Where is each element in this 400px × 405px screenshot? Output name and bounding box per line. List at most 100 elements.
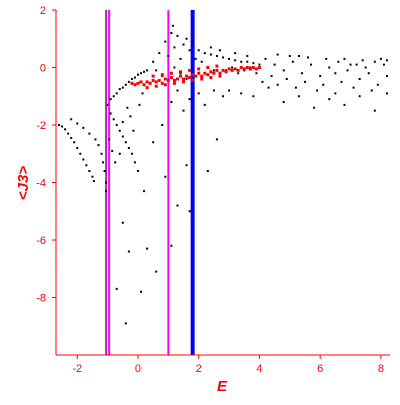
data-point	[176, 89, 179, 92]
y-tick-label: 0	[40, 63, 46, 75]
data-point	[237, 72, 240, 75]
data-point	[143, 190, 146, 193]
data-point	[203, 103, 206, 106]
data-point	[325, 57, 328, 60]
data-point	[154, 80, 158, 84]
data-point	[155, 270, 158, 273]
data-point	[224, 70, 228, 74]
data-point	[118, 88, 121, 91]
data-point	[358, 95, 361, 98]
data-point	[133, 161, 136, 164]
data-point	[140, 72, 143, 75]
data-point	[218, 49, 221, 52]
data-point	[130, 152, 133, 155]
data-point	[334, 92, 337, 95]
data-point	[313, 106, 316, 109]
data-point	[105, 190, 108, 193]
data-point	[179, 57, 182, 60]
data-point	[145, 80, 149, 84]
data-point	[334, 72, 337, 75]
data-point	[139, 80, 143, 84]
y-tick-label: -8	[36, 293, 46, 305]
x-tick-label: 6	[317, 363, 323, 375]
data-point	[130, 81, 134, 85]
data-point	[218, 71, 222, 75]
data-point	[215, 64, 219, 68]
data-point	[218, 74, 222, 78]
data-point	[282, 101, 285, 103]
data-point	[152, 141, 155, 144]
data-point	[343, 103, 346, 106]
data-point	[155, 69, 158, 72]
data-point	[79, 152, 82, 155]
data-point	[158, 52, 161, 55]
data-point	[170, 244, 173, 247]
data-point	[100, 152, 103, 155]
data-point	[185, 164, 188, 167]
data-point	[194, 74, 198, 78]
data-point	[343, 57, 346, 60]
data-point	[376, 83, 379, 86]
data-point	[161, 124, 164, 126]
data-point	[254, 67, 258, 71]
data-point	[191, 73, 195, 77]
vertical-lines	[105, 10, 195, 355]
data-point	[328, 98, 331, 101]
data-point	[112, 95, 115, 98]
data-point	[297, 95, 300, 98]
data-point	[355, 63, 358, 66]
data-point	[118, 152, 121, 155]
tick-labels: -2 0 2 4 6 8 2 0 -2 -4 -6 -8	[36, 5, 384, 375]
data-point	[215, 138, 218, 141]
data-point	[206, 170, 209, 172]
data-point	[228, 89, 231, 92]
data-point	[236, 68, 240, 72]
data-point	[91, 175, 94, 178]
data-point	[94, 138, 97, 141]
data-point	[242, 67, 246, 71]
data-point	[169, 76, 173, 80]
data-point	[182, 77, 186, 81]
data-point	[115, 92, 118, 95]
data-point	[170, 32, 173, 34]
data-point	[385, 59, 388, 62]
data-point	[328, 66, 331, 69]
data-point	[252, 62, 255, 65]
data-point	[379, 57, 382, 60]
data-point	[136, 81, 140, 85]
data-point	[103, 170, 106, 172]
data-point	[70, 136, 73, 139]
data-point	[297, 55, 300, 57]
y-tick-label: -4	[36, 178, 46, 190]
data-point	[172, 78, 176, 82]
data-point	[276, 53, 279, 56]
data-point	[267, 86, 270, 89]
data-point	[182, 109, 185, 112]
data-point	[228, 57, 231, 60]
data-point	[61, 125, 64, 128]
data-point	[337, 60, 340, 63]
data-point	[112, 118, 115, 121]
data-point	[173, 46, 176, 49]
data-point	[164, 175, 167, 178]
y-tick-label: -6	[36, 235, 46, 247]
data-point	[239, 66, 243, 69]
data-point	[340, 80, 343, 83]
data-point	[319, 75, 322, 78]
data-point	[316, 89, 319, 92]
data-point	[133, 76, 136, 79]
data-point	[370, 89, 373, 92]
data-point	[151, 74, 155, 78]
data-point	[291, 60, 294, 63]
data-point	[221, 68, 225, 72]
data-point	[182, 43, 185, 46]
data-point	[233, 67, 237, 71]
data-point	[121, 221, 124, 224]
x-tick-label: 4	[256, 363, 262, 375]
data-point	[276, 83, 279, 86]
data-point	[109, 112, 112, 115]
data-point	[209, 70, 213, 74]
data-point	[70, 118, 73, 121]
data-point	[76, 147, 79, 149]
data-point	[136, 170, 139, 172]
